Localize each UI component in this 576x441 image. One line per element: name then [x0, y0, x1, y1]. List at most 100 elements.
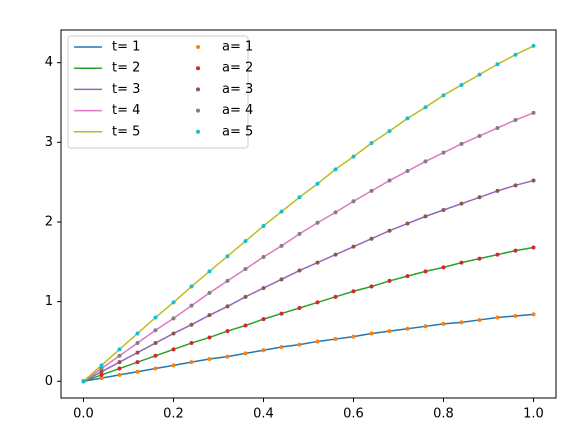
point	[387, 129, 392, 134]
point	[441, 208, 446, 213]
point	[333, 252, 338, 257]
point	[117, 347, 122, 352]
point	[279, 209, 284, 214]
point	[207, 335, 212, 340]
point	[351, 289, 356, 294]
point	[261, 348, 266, 353]
point	[441, 150, 446, 155]
x-tick-label: 0.0	[73, 407, 94, 422]
point	[441, 93, 446, 98]
point	[297, 268, 302, 273]
point	[495, 252, 500, 257]
point	[99, 369, 104, 374]
point	[99, 372, 104, 377]
point	[99, 376, 104, 381]
point	[531, 178, 536, 183]
point	[297, 305, 302, 310]
legend-label: a= 2	[222, 61, 253, 76]
legend-label: a= 3	[222, 82, 253, 97]
point	[315, 339, 320, 344]
point	[405, 221, 410, 226]
point	[495, 315, 500, 320]
legend-swatch	[196, 87, 200, 92]
legend-label: a= 5	[222, 124, 253, 139]
legend-swatch	[196, 108, 200, 113]
point	[495, 62, 500, 67]
point	[405, 168, 410, 173]
point	[117, 360, 122, 365]
point	[369, 188, 374, 193]
point	[459, 141, 464, 146]
axes-frame	[60, 29, 557, 399]
point	[369, 141, 374, 146]
point	[261, 286, 266, 291]
point	[531, 245, 536, 250]
point	[531, 312, 536, 317]
point	[315, 300, 320, 305]
legend	[67, 35, 249, 149]
point	[477, 133, 482, 138]
point	[477, 72, 482, 77]
point	[171, 331, 176, 336]
point	[315, 220, 320, 225]
point	[225, 304, 230, 309]
point	[459, 82, 464, 87]
point	[441, 321, 446, 326]
point	[387, 278, 392, 283]
line	[83, 45, 534, 382]
point	[477, 317, 482, 322]
point	[315, 260, 320, 265]
point	[117, 366, 122, 371]
line	[83, 313, 534, 383]
x-tick-label: 0.6	[343, 407, 364, 422]
point	[81, 379, 86, 384]
point	[207, 356, 212, 361]
point	[279, 277, 284, 282]
point	[405, 116, 410, 121]
point	[441, 265, 446, 270]
point	[243, 351, 248, 356]
point	[189, 322, 194, 327]
point	[333, 294, 338, 299]
point	[171, 316, 176, 321]
point	[153, 328, 158, 333]
legend-label: t= 1	[112, 40, 140, 55]
point	[351, 244, 356, 249]
x-tick-label: 1.0	[523, 407, 544, 422]
point	[135, 341, 140, 346]
point	[405, 274, 410, 279]
x-tick-label: 0.2	[163, 407, 184, 422]
point	[333, 167, 338, 172]
point	[117, 372, 122, 377]
point	[333, 337, 338, 342]
legend-label: t= 5	[112, 124, 140, 139]
point	[297, 231, 302, 236]
point	[387, 178, 392, 183]
point	[279, 311, 284, 316]
point	[459, 320, 464, 325]
point	[423, 159, 428, 164]
line	[83, 246, 534, 382]
point	[135, 360, 140, 365]
y-tick-label: 0	[45, 374, 53, 389]
point	[405, 326, 410, 331]
point	[513, 248, 518, 253]
point	[117, 353, 122, 358]
point	[153, 366, 158, 371]
point	[153, 315, 158, 320]
point	[531, 110, 536, 115]
point	[189, 284, 194, 289]
point	[153, 341, 158, 346]
point	[171, 300, 176, 305]
point	[369, 331, 374, 336]
point	[261, 223, 266, 228]
point	[261, 317, 266, 322]
point	[99, 366, 104, 371]
point	[477, 195, 482, 200]
line	[83, 112, 534, 382]
point	[477, 256, 482, 261]
y-tick-label: 2	[45, 214, 53, 229]
point	[495, 125, 500, 130]
x-tick-label: 0.4	[253, 407, 274, 422]
y-tick-label: 4	[45, 55, 53, 70]
